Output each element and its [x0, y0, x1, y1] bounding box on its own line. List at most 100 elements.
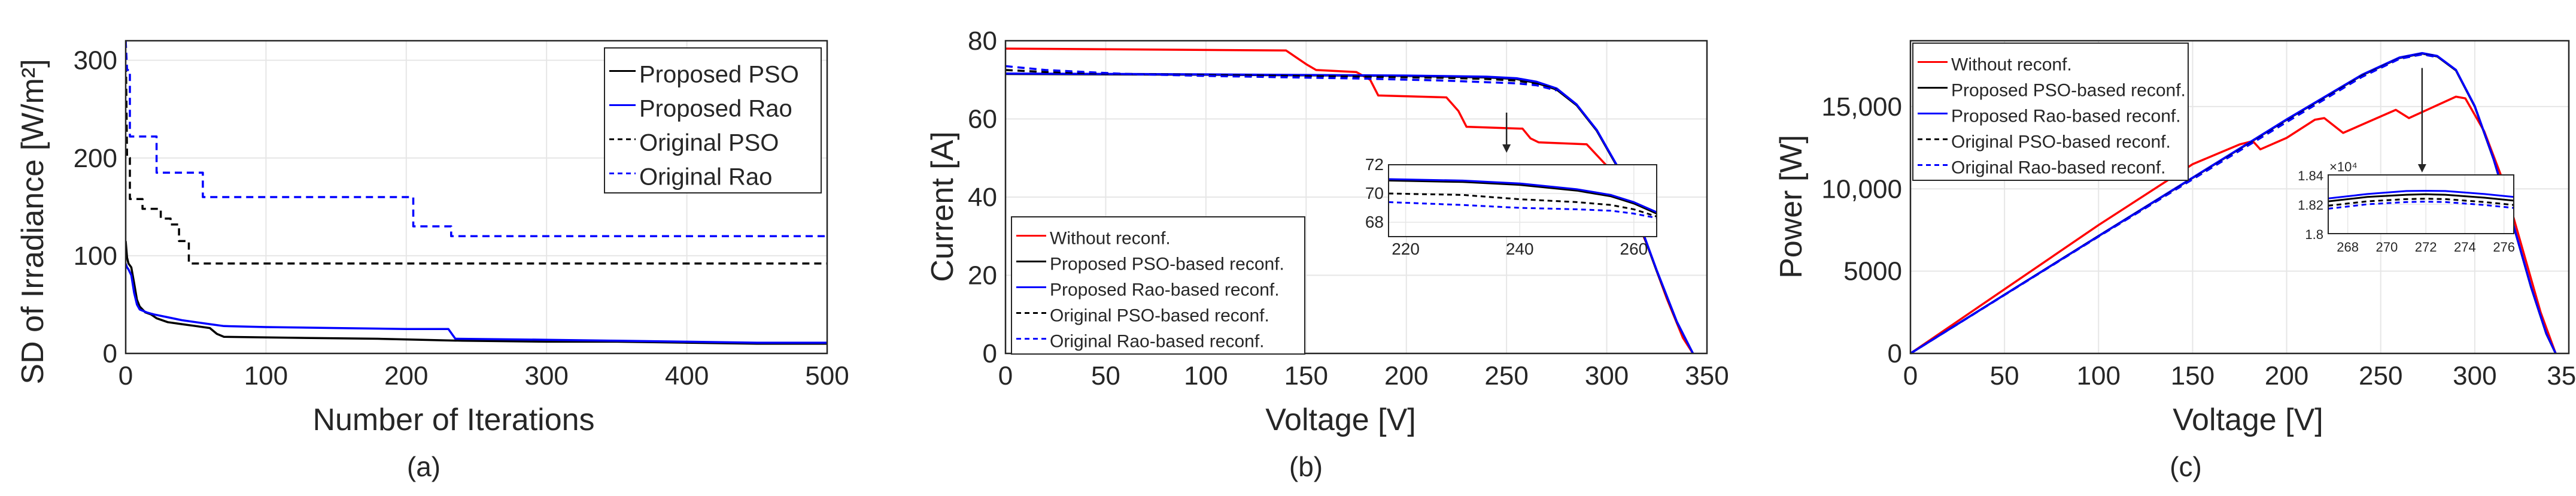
inset-x-tick-label: 270: [2376, 240, 2398, 255]
axes-frame: [124, 40, 828, 355]
legend-label: Original Rao-based reconf.: [1951, 158, 2166, 178]
x-tick-label: 0: [1903, 361, 1918, 391]
inset-series-line: [2328, 193, 2514, 202]
x-tick-label: 350: [2547, 361, 2576, 391]
series-line-original-pso-based-reconf-: [1006, 69, 1557, 91]
inset-x-tick-label: 260: [1620, 240, 1648, 258]
x-tick-label: 250: [1484, 361, 1528, 391]
inset-exponent-label: ×10⁴: [2329, 159, 2358, 174]
axes-frame: [1004, 40, 1708, 355]
series-line-proposed-pso: [126, 241, 827, 345]
panel-c: (c) Voltage [V] Power [W] 0 50 100 150 200 25…: [1774, 40, 2576, 482]
legend-label: Proposed Rao: [639, 95, 792, 122]
legend-label: Original PSO: [639, 129, 779, 156]
legend-label: Without reconf.: [1951, 55, 2072, 75]
series-line-proposed-rao: [126, 263, 827, 344]
y-axis-label-a: SD of Irradiance [W/m²]: [16, 59, 50, 384]
inset-y-tick-label: 68: [1365, 213, 1384, 231]
caption-a: (a): [407, 451, 441, 482]
caption-c: (c): [2170, 451, 2202, 482]
inset-y-tick-label: 1.82: [2298, 198, 2323, 213]
y-tick-label: 0: [103, 339, 117, 368]
x-tick-label: 300: [1585, 361, 1629, 391]
inset-y-tick-label: 1.8: [2305, 227, 2323, 242]
y-tick-label: 100: [74, 241, 117, 271]
inset-x-tick-label: 274: [2454, 240, 2476, 255]
inset-x-tick-label: 276: [2493, 240, 2515, 255]
series-line-without-reconf-: [1910, 95, 2557, 355]
inset-y-tick-label: 1.84: [2298, 168, 2323, 183]
inset-series-line: [1389, 179, 1657, 214]
legend-label: Proposed PSO-based reconf.: [1050, 255, 1284, 274]
x-tick-label: 200: [1384, 361, 1428, 391]
legend-label: Original Rao-based reconf.: [1050, 332, 1265, 352]
legend-label: Without reconf.: [1050, 229, 1171, 249]
x-tick-label: 350: [1685, 361, 1729, 391]
legend-label: Original PSO-based reconf.: [1050, 306, 1269, 326]
legend-label: Proposed PSO-based reconf.: [1951, 81, 2186, 101]
inset-y-tick-label: 70: [1365, 184, 1384, 202]
legend-label: Proposed Rao-based reconf.: [1951, 107, 2181, 126]
legend-box: [1912, 43, 2189, 181]
y-tick-label: 300: [74, 46, 117, 75]
y-tick-label: 0: [983, 339, 997, 368]
y-tick-label: 20: [968, 261, 997, 291]
x-tick-label: 50: [1990, 361, 2019, 391]
inset-x-tick-label: 240: [1506, 240, 1534, 258]
inset-y-tick-label: 72: [1365, 155, 1384, 174]
x-tick-label: 250: [2359, 361, 2402, 391]
legend-label: Original PSO-based reconf.: [1951, 132, 2171, 152]
series-line-proposed-rao-based-reconf-: [1910, 52, 2557, 355]
x-tick-label: 200: [2265, 361, 2308, 391]
series-line-original-pso: [126, 40, 827, 265]
x-tick-label: 200: [384, 361, 428, 391]
x-tick-label: 500: [805, 361, 849, 391]
legend-box: [1011, 216, 1305, 355]
inset-frame: [1388, 164, 1657, 237]
x-tick-label: 0: [119, 361, 133, 391]
y-tick-label: 10,000: [1821, 174, 1902, 204]
x-tick-label: 300: [524, 361, 568, 391]
legend-label: Proposed PSO: [639, 61, 799, 87]
y-tick-label: 0: [1888, 339, 1902, 368]
series-line-proposed-rao-based-reconf-: [1006, 72, 1694, 354]
inset-series-line: [1389, 192, 1657, 217]
x-tick-label: 150: [1284, 361, 1328, 391]
inset-x-tick-label: 220: [1392, 240, 1420, 258]
y-tick-label: 40: [968, 183, 997, 212]
y-tick-label: 5000: [1843, 257, 1902, 286]
y-tick-label: 80: [968, 26, 997, 56]
inset-arrow-head: [1502, 144, 1511, 153]
x-tick-label: 150: [2171, 361, 2214, 391]
axes-frame: [1909, 40, 2570, 355]
x-tick-label: 100: [2077, 361, 2121, 391]
x-tick-label: 100: [244, 361, 288, 391]
series-line-original-rao-based-reconf-: [1006, 65, 1557, 92]
y-tick-label: 15,000: [1821, 92, 1902, 122]
legend-box: [604, 47, 822, 193]
x-tick-label: 0: [998, 361, 1013, 391]
inset-area: [1389, 165, 1657, 237]
legend-label: Original Rao: [639, 164, 772, 190]
y-tick-label: 60: [968, 105, 997, 134]
x-tick-label: 300: [2453, 361, 2496, 391]
caption-b: (b): [1289, 451, 1323, 482]
x-tick-label: 100: [1184, 361, 1228, 391]
y-tick-label: 200: [74, 144, 117, 173]
y-axis-label-c: Power [W]: [1774, 135, 1809, 279]
inset-series-line: [1389, 178, 1657, 213]
y-axis-label-b: Current [A]: [925, 131, 960, 282]
x-tick-label: 50: [1091, 361, 1120, 391]
inset-arrow-head: [2417, 164, 2426, 173]
inset-frame: [2328, 174, 2514, 234]
x-axis-label-a: Number of Iterations: [312, 403, 594, 437]
x-tick-label: 400: [665, 361, 709, 391]
panel-b: (b) Voltage [V] Current [A] 0 50 100 150 200…: [925, 26, 1729, 482]
inset-x-tick-label: 272: [2415, 240, 2437, 255]
inset-series-line: [1389, 201, 1657, 219]
inset-x-tick-label: 268: [2337, 240, 2359, 255]
series-line-original-rao: [126, 40, 827, 238]
panel-a: (a) Number of Iterations SD of Irradianc…: [16, 40, 849, 482]
series-line-original-rao-based-reconf-: [1910, 53, 2438, 355]
